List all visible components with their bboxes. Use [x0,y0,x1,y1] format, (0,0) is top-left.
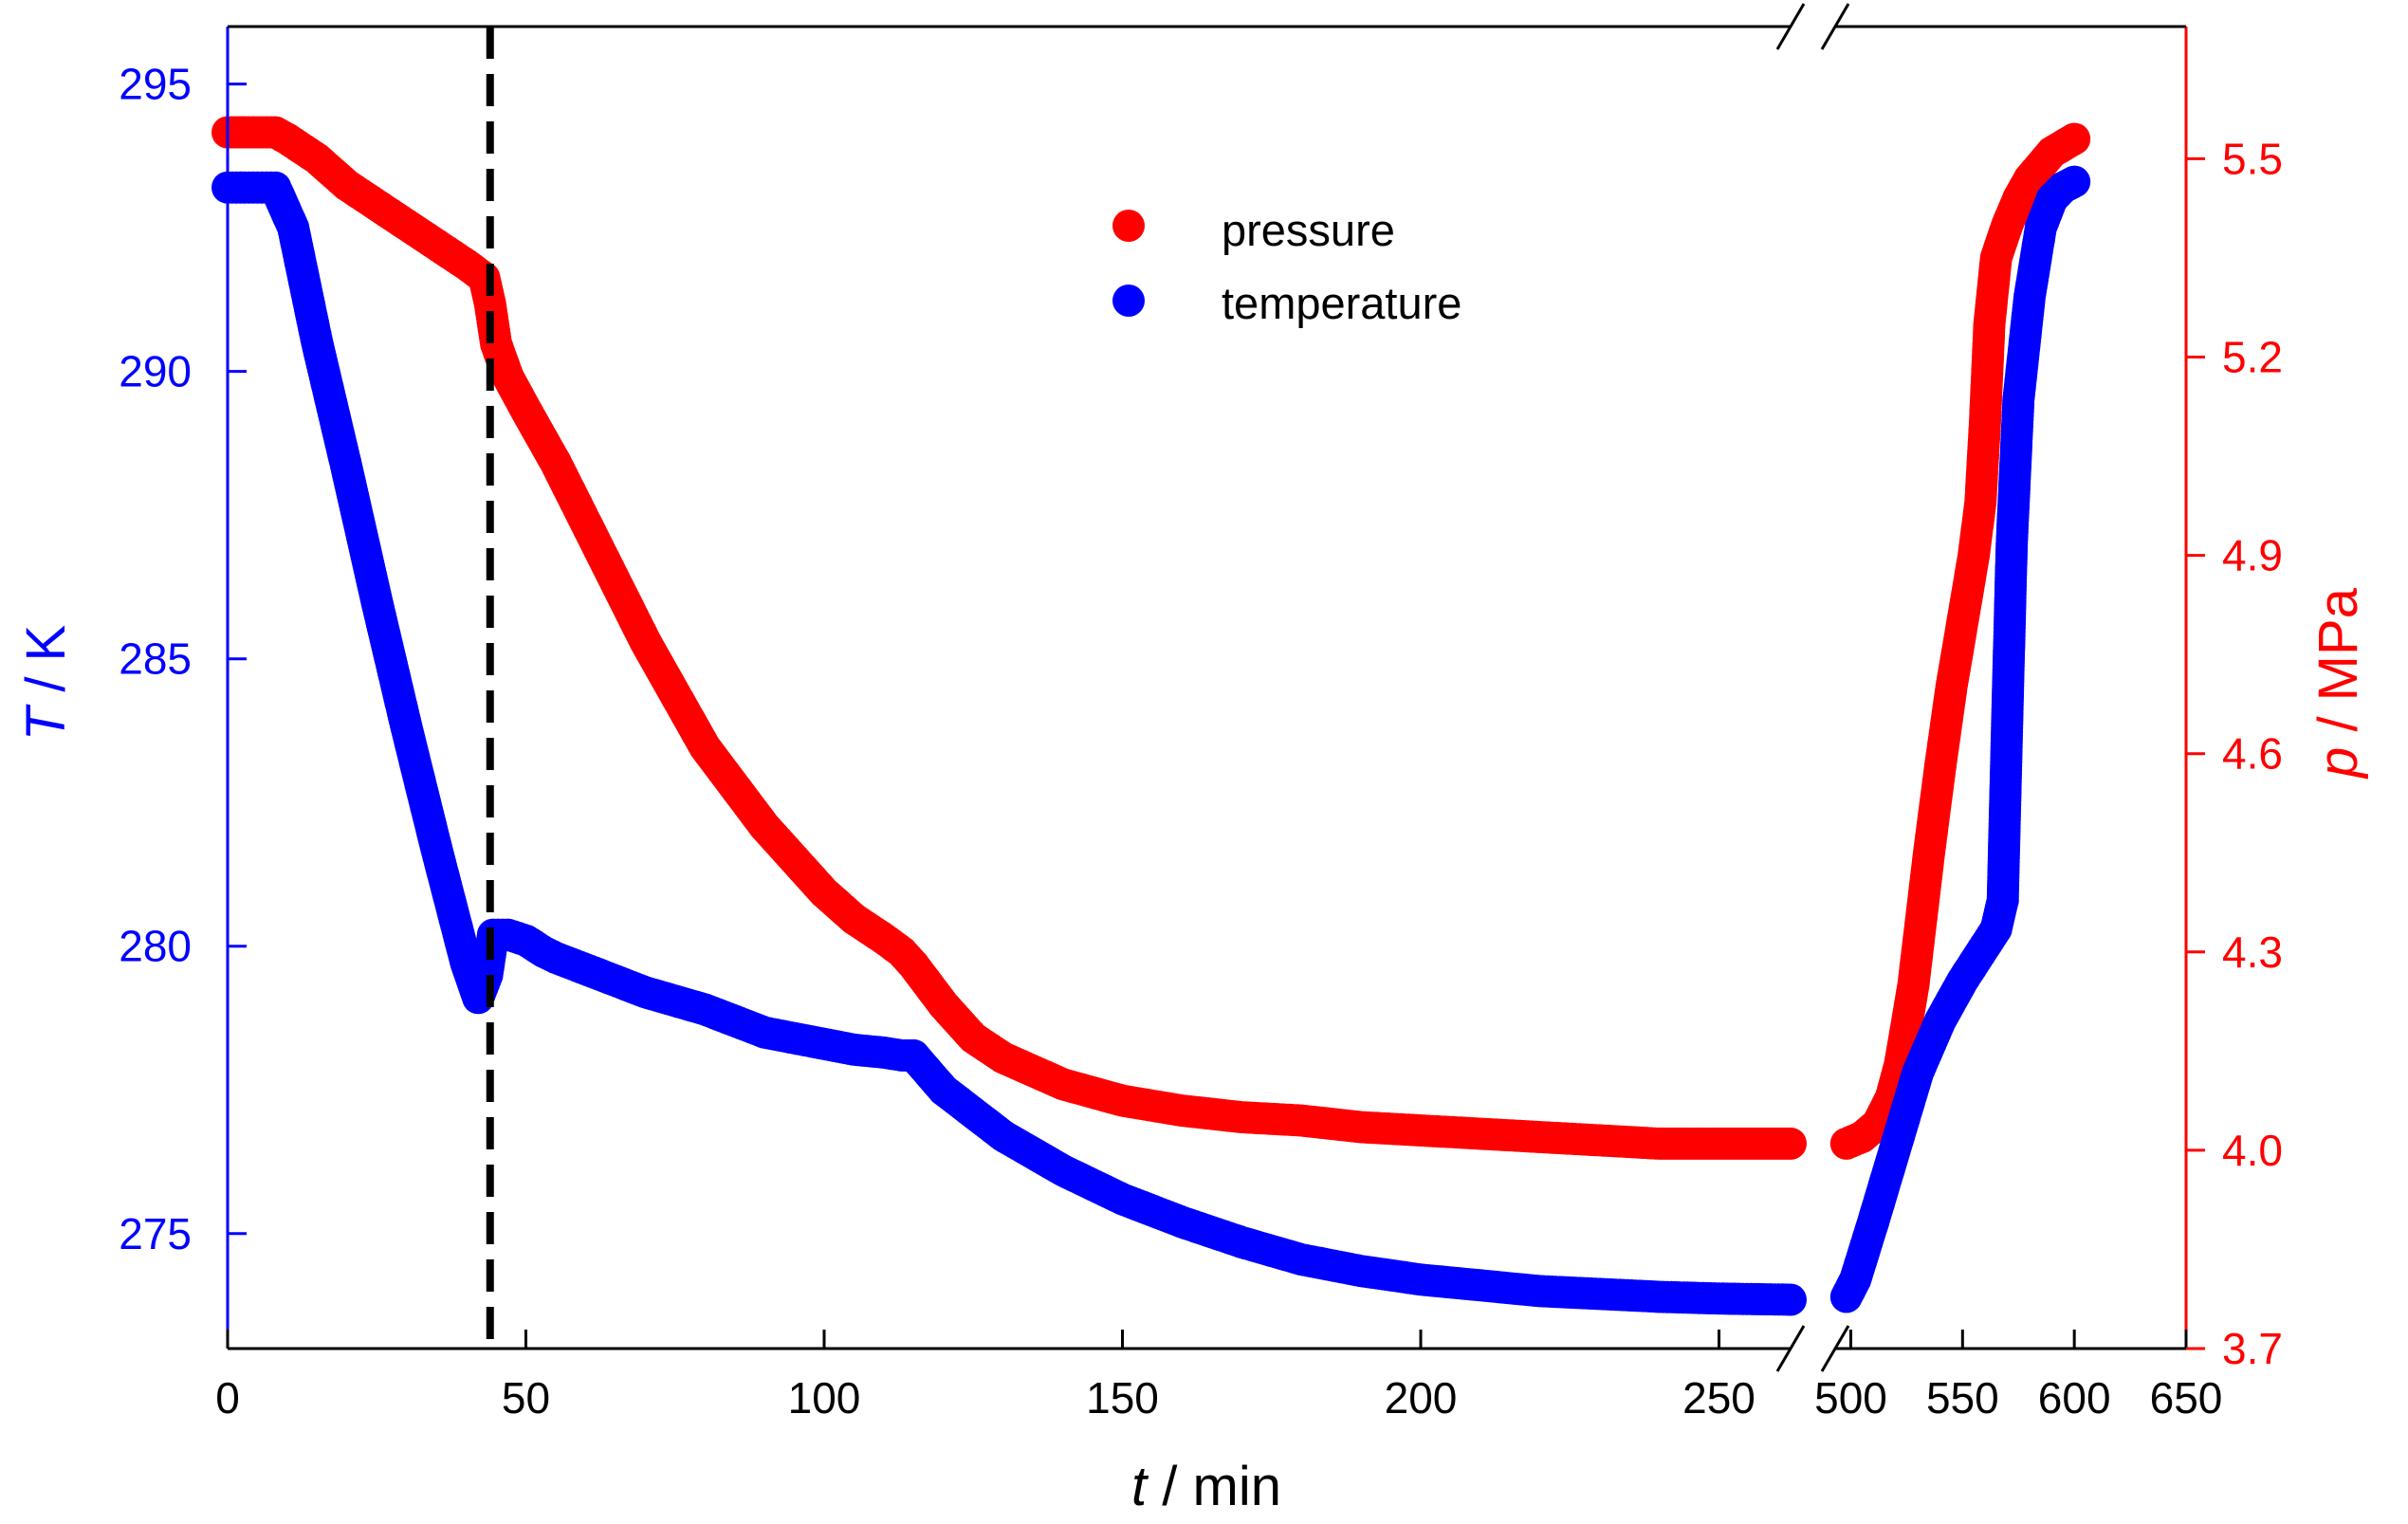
y-axis-right-label-unit: / MPa [2307,587,2369,746]
x-tick-label: 500 [1814,1373,1887,1423]
x-axis-label-unit: / min [1147,1456,1281,1517]
legend-marker-pressure [1112,210,1145,242]
x-tick-label: 50 [502,1373,550,1423]
y-right-tick-label: 4.6 [2222,729,2283,779]
x-tick-label: 550 [1926,1373,1999,1423]
y-right-tick-label: 4.0 [2222,1126,2283,1175]
y-axis-left-label-unit: / K [15,624,77,707]
marker-fill-pressure [1770,1127,1803,1160]
y-right-tick-label: 3.7 [2222,1324,2283,1373]
x-tick-label: 250 [1682,1373,1755,1423]
series-layer [211,27,2091,1349]
x-axis-label-symbol: t [1131,1456,1149,1517]
y-right-tick-label: 4.9 [2222,531,2283,580]
x-tick-label: 100 [788,1373,861,1423]
marker-fill-temperature [2054,167,2087,200]
y-right-tick-label: 5.2 [2222,333,2283,382]
series-pressure [211,116,2091,1160]
x-axis-label: t / min [1131,1456,1281,1517]
x-tick-label: 150 [1086,1373,1159,1423]
legend-label-temperature: temperature [1222,278,1461,328]
legend: pressure temperature [1112,205,1461,328]
y-left-tick-label: 290 [119,347,192,396]
y-axis-left-label: T / K [15,624,77,741]
marker-fill-temperature [1770,1283,1803,1316]
y-right-tick-label: 4.3 [2222,927,2283,977]
y-left-tick-label: 280 [119,922,192,971]
legend-marker-temperature [1112,285,1145,317]
x-tick-label: 0 [215,1373,240,1423]
axis-break-mark [1775,1325,1806,1372]
y-axis-right-label-symbol: p [2307,747,2369,780]
x-tick-label: 650 [2150,1373,2223,1423]
y-left-tick-label: 275 [119,1209,192,1258]
legend-label-pressure: pressure [1222,205,1395,255]
axis-break-mark [1775,3,1806,50]
y-left-tick-label: 285 [119,634,192,684]
axis-break-mark [1820,1325,1850,1372]
marker-fill-pressure [2054,124,2087,157]
y-left-tick-label: 295 [119,60,192,109]
ticks-layer: 0 50 100 150 200 250 500 550 600 650 275 280 285 290 2… [119,60,2283,1423]
axes-layer [226,3,2188,1372]
series-temperature [211,165,2091,1316]
y-axis-left-label-symbol: T [15,704,77,741]
y-right-tick-label: 5.5 [2222,134,2283,183]
axis-break-mark [1820,3,1850,50]
x-tick-label: 600 [2038,1373,2111,1423]
x-tick-label: 200 [1385,1373,1458,1423]
y-axis-right-label: p / MPa [2307,587,2369,780]
